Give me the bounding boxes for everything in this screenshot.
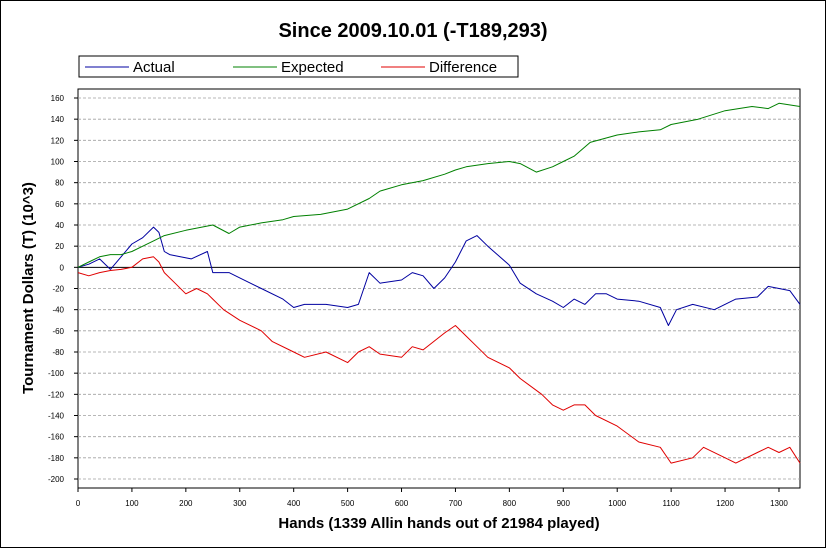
series-line-expected (77, 102, 801, 268)
y-tick-label: -60 (52, 327, 64, 336)
y-tick-label: -140 (48, 412, 65, 421)
x-tick-label: 200 (179, 499, 193, 508)
x-tick-label: 800 (503, 499, 517, 508)
y-tick-label: 140 (51, 115, 65, 124)
y-tick-label: -160 (48, 433, 65, 442)
y-tick-label: -120 (48, 390, 65, 399)
y-tick-label: -100 (48, 369, 65, 378)
y-axis-label: Tournament Dollars (T) (10^3) (20, 182, 37, 394)
series-line-actual (77, 226, 801, 326)
x-tick-label: 1100 (663, 499, 681, 508)
legend-label-difference: Difference (429, 59, 497, 76)
y-tick-label: 120 (51, 136, 65, 145)
y-tick-label: 80 (55, 179, 64, 188)
y-tick-label: -200 (48, 475, 65, 484)
y-tick-label: 40 (55, 221, 64, 230)
plot-area (74, 88, 801, 492)
x-tick-label: 400 (287, 499, 301, 508)
x-tick-label: 1000 (608, 499, 626, 508)
x-tick-label: 700 (449, 499, 463, 508)
x-tick-label: 500 (341, 499, 355, 508)
y-tick-label: 20 (55, 242, 64, 251)
legend-label-actual: Actual (133, 59, 175, 76)
legend: Actual Expected Difference (78, 55, 519, 78)
x-tick-label: 1300 (770, 499, 788, 508)
x-tick-label: 100 (125, 499, 139, 508)
legend-box (78, 55, 519, 78)
x-tick-label: 900 (557, 499, 571, 508)
x-tick-label: 0 (76, 499, 81, 508)
x-axis-label: Hands (1339 Allin hands out of 21984 pla… (278, 515, 599, 532)
x-tick-label: 1200 (716, 499, 734, 508)
y-tick-label: 60 (55, 200, 64, 209)
y-tick-label: -20 (52, 285, 64, 294)
y-tick-label: 0 (60, 263, 65, 272)
y-tick-label: 160 (51, 94, 65, 103)
y-tick-label: -40 (52, 306, 64, 315)
x-tick-label: 600 (395, 499, 409, 508)
chart-title: Since 2009.10.01 (-T189,293) (278, 20, 547, 42)
y-tick-label: -80 (52, 348, 64, 357)
y-tick-label: -180 (48, 454, 65, 463)
series-line-difference (77, 256, 801, 464)
x-tick-label: 300 (233, 499, 247, 508)
y-tick-label: 100 (51, 158, 65, 167)
legend-label-expected: Expected (281, 59, 344, 76)
